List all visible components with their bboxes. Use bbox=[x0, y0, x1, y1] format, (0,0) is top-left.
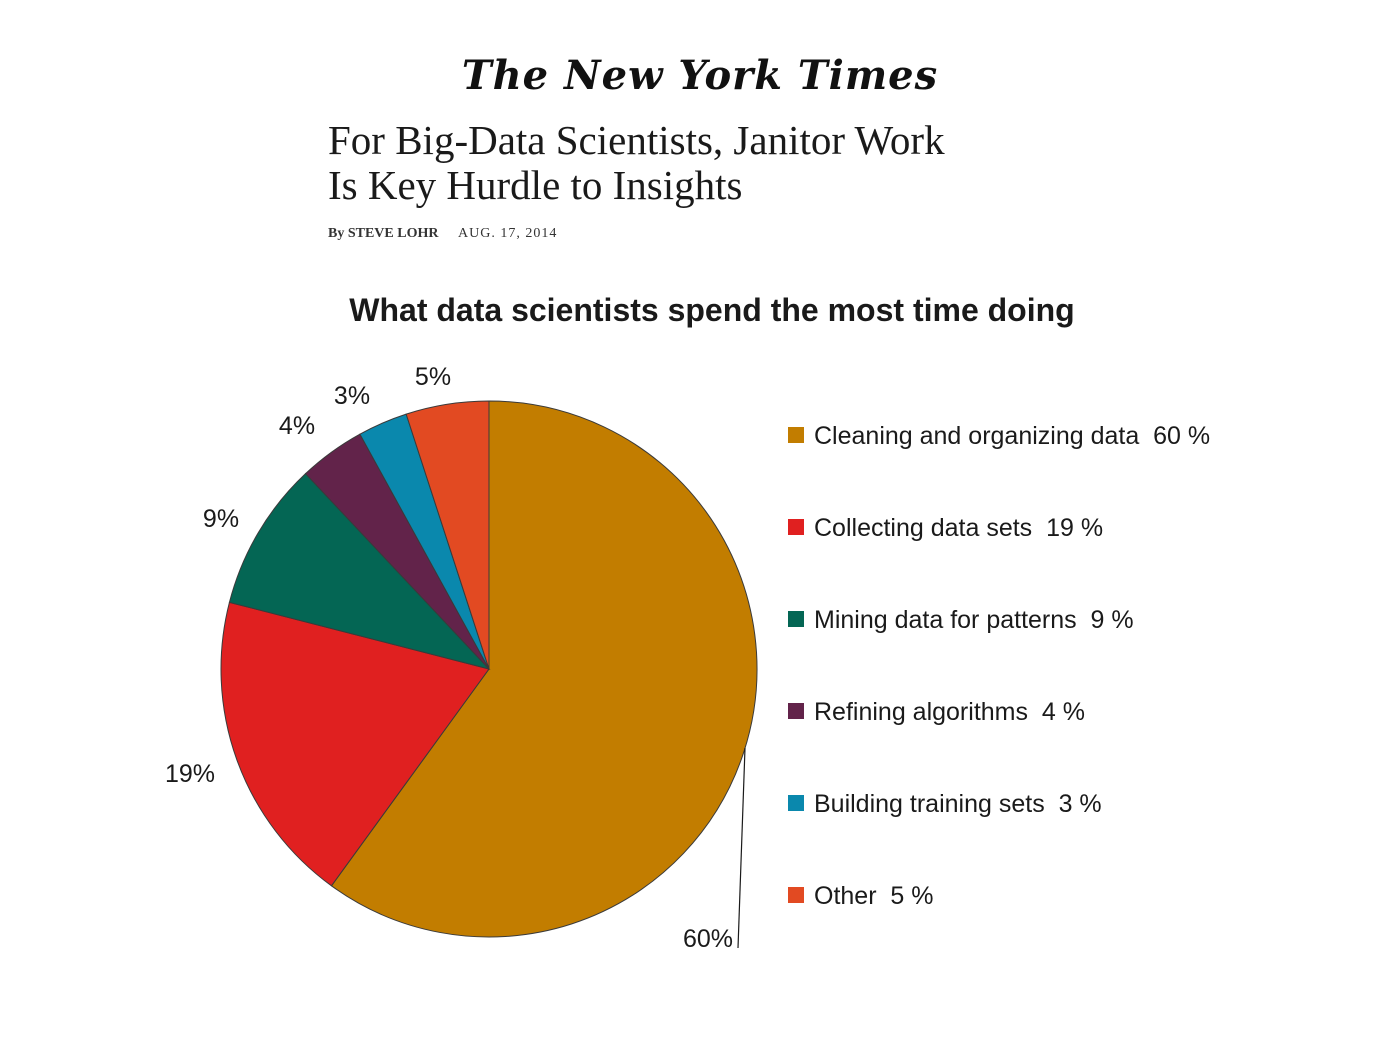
article-headline: For Big-Data Scientists, Janitor Work Is… bbox=[328, 118, 1228, 208]
legend-swatch-refining-algorithms bbox=[788, 703, 804, 719]
legend-label-mining-data-for-patterns: Mining data for patterns 9 % bbox=[814, 606, 1134, 634]
leader-line-60 bbox=[737, 747, 746, 949]
masthead-logo: The New York Times bbox=[461, 52, 939, 99]
legend-label-building-training-sets: Building training sets 3 % bbox=[814, 790, 1102, 818]
legend-label-collecting-data-sets: Collecting data sets 19 % bbox=[814, 514, 1103, 542]
chart-legend: Cleaning and organizing data 60 % Collect… bbox=[788, 422, 1210, 910]
byline-author: By STEVE LOHR bbox=[328, 226, 439, 241]
slice-label-building-training-sets: 3% bbox=[334, 382, 370, 410]
legend-swatch-mining-data-for-patterns bbox=[788, 611, 804, 627]
slice-label-other: 5% bbox=[415, 363, 451, 391]
byline-date: AUG. 17, 2014 bbox=[457, 226, 558, 241]
pie-slice-cleaning-and-organizing-data bbox=[330, 400, 758, 938]
legend-swatch-other bbox=[788, 887, 804, 903]
headline-line-1: For Big-Data Scientists, Janitor Work bbox=[328, 117, 945, 163]
slice-label-refining-algorithms: 4% bbox=[279, 412, 315, 440]
headline-line-2: Is Key Hurdle to Insights bbox=[328, 162, 743, 208]
slice-label-collecting-data-sets: 19% bbox=[165, 760, 215, 788]
legend-label-other: Other 5 % bbox=[814, 882, 934, 910]
pie-slice-mining-data-for-patterns bbox=[228, 472, 491, 670]
chart-title: What data scientists spend the most time… bbox=[349, 292, 1075, 328]
pie-slice-other bbox=[405, 400, 490, 670]
legend-swatch-collecting-data-sets bbox=[788, 519, 804, 535]
legend-swatch-cleaning-and-organizing-data bbox=[788, 427, 804, 443]
byline: By STEVE LOHR AUG. 17, 2014 bbox=[328, 226, 557, 242]
pie-slices bbox=[220, 400, 758, 938]
slice-label-cleaning-and-organizing-data: 60% bbox=[683, 925, 733, 953]
pie-slice-labels: 60% 19% 9% 4% 3% 5% bbox=[165, 363, 746, 953]
legend-swatch-building-training-sets bbox=[788, 795, 804, 811]
legend-label-cleaning-and-organizing-data: Cleaning and organizing data 60 % bbox=[814, 422, 1210, 450]
legend-label-refining-algorithms: Refining algorithms 4 % bbox=[814, 698, 1085, 726]
pie-slice-collecting-data-sets bbox=[220, 601, 490, 887]
slice-label-mining-data-for-patterns: 9% bbox=[203, 505, 239, 533]
